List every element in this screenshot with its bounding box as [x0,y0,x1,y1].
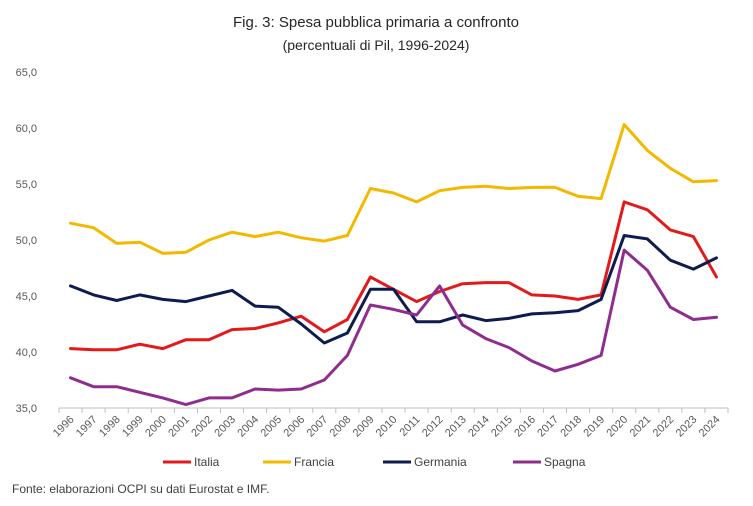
series-line-spagna [69,248,718,407]
y-tick-label: 50,0 [16,235,37,247]
x-tick-label: 2022 [651,414,677,440]
x-tick-label: 2021 [628,414,654,440]
x-tick-label: 2017 [535,414,561,440]
x-tick-label: 2019 [581,414,607,440]
x-tick-label: 2016 [512,414,538,440]
y-tick-label: 55,0 [16,179,37,191]
x-tick-label: 2007 [305,414,331,440]
y-tick-label: 35,0 [16,403,37,415]
y-tick-label: 60,0 [16,123,37,135]
x-tick-label: 1998 [97,414,123,440]
x-tick-label: 2013 [443,414,469,440]
x-tick-label: 2005 [258,414,284,440]
x-tick-label: 2004 [235,414,261,440]
x-tick-label: 2010 [374,414,400,440]
x-tick-label: 2000 [143,414,169,440]
x-tick-label: 1996 [51,414,77,440]
x-tick-label: 1999 [120,414,146,440]
x-tick-label: 2014 [466,414,492,440]
series-line-francia [69,123,718,255]
x-tick-label: 2018 [558,414,584,440]
x-tick-label: 2012 [420,414,446,440]
legend-label-italia: Italia [194,455,220,469]
x-tick-label: 1997 [74,414,100,440]
legend-label-spagna: Spagna [544,455,586,469]
x-tick-label: 2020 [605,414,631,440]
x-tick-label: 2009 [351,414,377,440]
y-tick-label: 45,0 [16,291,37,303]
x-tick-label: 2024 [697,414,723,440]
x-tick-label: 2011 [397,414,422,439]
y-tick-label: 40,0 [16,347,37,359]
chart-title: Fig. 3: Spesa pubblica primaria a confro… [233,14,519,31]
x-tick-label: 2001 [166,414,192,440]
x-tick-label: 2015 [489,414,515,440]
chart-subtitle: (percentuali di Pil, 1996-2024) [283,37,470,53]
x-tick-label: 2006 [282,414,308,440]
x-tick-label: 2023 [674,414,700,440]
legend-label-germania: Germania [414,455,467,469]
x-tick-label: 2002 [189,414,215,440]
x-tick-label: 2003 [212,414,238,440]
legend-label-francia: Francia [294,455,334,469]
legend: Italia Francia Germania Spagna [163,455,586,469]
source-note: Fonte: elaborazioni OCPI su dati Eurosta… [12,482,270,496]
series-line-germania [69,234,718,345]
x-tick-label: 2008 [328,414,354,440]
series-lines [69,123,718,407]
x-axis: 1996199719981999200020012002200320042005… [51,407,729,440]
y-axis-tick-labels: 35,0 40,0 45,0 50,0 55,0 60,0 65,0 [16,67,37,415]
y-tick-label: 65,0 [16,67,37,79]
